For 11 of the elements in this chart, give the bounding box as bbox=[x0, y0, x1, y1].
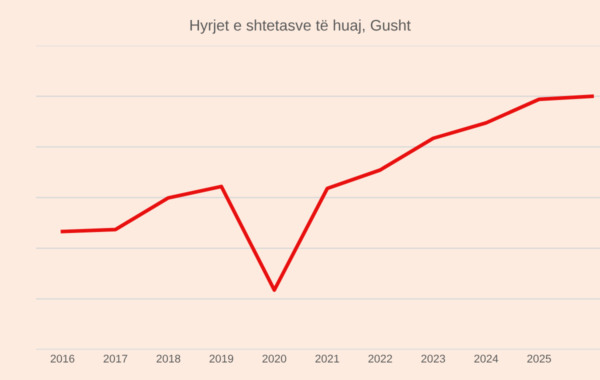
x-tick-label: 2025 bbox=[527, 354, 551, 363]
x-tick-label: 2019 bbox=[210, 354, 234, 363]
x-tick-label: 2020 bbox=[262, 354, 286, 363]
x-tick-label: 2018 bbox=[156, 354, 180, 363]
x-tick-label: 2017 bbox=[104, 354, 128, 363]
x-tick-label: 2024 bbox=[474, 354, 498, 363]
x-tick-label: 2016 bbox=[50, 354, 74, 363]
x-tick-label: 2023 bbox=[421, 354, 446, 363]
x-tick-label: 2021 bbox=[315, 354, 340, 363]
chart-title: Hyrjet e shtetasve të huaj, Gusht bbox=[190, 19, 411, 34]
x-tick-label: 2022 bbox=[368, 354, 392, 363]
